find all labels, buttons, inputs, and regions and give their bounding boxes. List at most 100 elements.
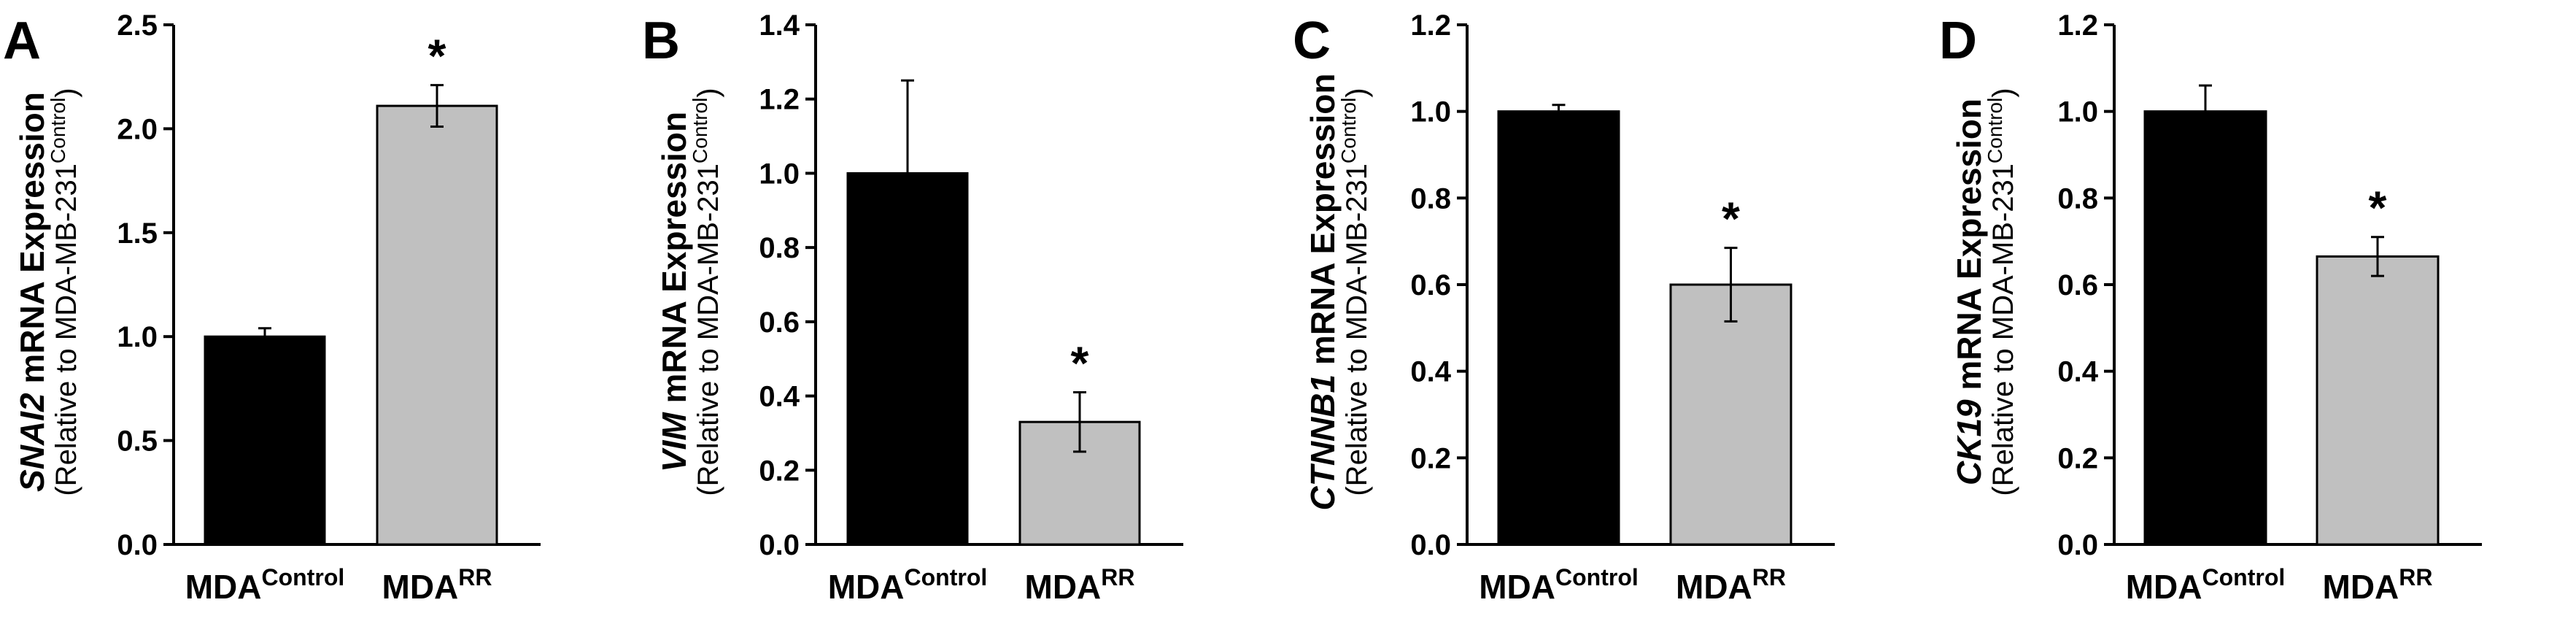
y-tick-label: 0.0 bbox=[759, 529, 800, 561]
y-axis-label: VIM mRNA Expression bbox=[655, 112, 693, 472]
y-tick-label: 1.2 bbox=[1410, 9, 1451, 42]
y-axis-label-gene: SNAI2 bbox=[13, 393, 51, 492]
y-axis-label-rest: mRNA Expression bbox=[1950, 99, 1988, 399]
category-label-sup: Control bbox=[262, 564, 345, 590]
y-axis-label: CTNNB1 mRNA Expression bbox=[1304, 74, 1342, 511]
y-axis-label: CK19 mRNA Expression bbox=[1950, 99, 1988, 485]
y-axis-label-rest: mRNA Expression bbox=[1304, 74, 1342, 374]
y-tick-label: 0.6 bbox=[759, 307, 800, 339]
panel-letter: C bbox=[1293, 12, 1331, 70]
y-tick-label: 0.8 bbox=[2057, 182, 2098, 215]
y-tick-label: 2.0 bbox=[117, 113, 158, 145]
y-tick-label: 0.4 bbox=[759, 381, 800, 413]
category-label-sup: RR bbox=[2399, 564, 2432, 590]
error-bar bbox=[2371, 236, 2384, 277]
error-bar bbox=[2199, 84, 2212, 139]
y-axis-sublabel: (Relative to MDA-MB-231Control) bbox=[689, 88, 725, 496]
y-tick-label: 0.4 bbox=[2057, 356, 2098, 388]
significance-marker: * bbox=[1071, 336, 1089, 389]
y-tick-label: 0.0 bbox=[117, 529, 158, 561]
y-tick-label: 0.8 bbox=[1410, 182, 1451, 215]
y-tick-label: 0.6 bbox=[2057, 269, 2098, 301]
y-axis-sublabel-close: ) bbox=[1987, 88, 2019, 97]
y-axis-label-rest: mRNA Expression bbox=[13, 92, 51, 393]
category-label-sup: RR bbox=[1101, 564, 1134, 590]
y-tick-label: 0.2 bbox=[759, 455, 800, 487]
y-tick-label: 0.2 bbox=[2057, 442, 2098, 474]
panel-c: C0.00.20.40.60.81.01.2MDAControl*MDARRCT… bbox=[1293, 9, 1835, 606]
y-axis-sublabel: (Relative to MDA-MB-231Control) bbox=[1984, 88, 2020, 496]
category-label-base: MDA bbox=[828, 568, 905, 606]
category-label-sup: Control bbox=[2202, 564, 2286, 590]
y-axis-label-rest: mRNA Expression bbox=[655, 112, 693, 412]
y-axis-sublabel-close: ) bbox=[50, 88, 82, 97]
y-tick-label: 1.5 bbox=[117, 217, 158, 250]
significance-marker: * bbox=[428, 30, 446, 82]
category-label-sup: RR bbox=[1752, 564, 1786, 590]
y-tick-label: 1.0 bbox=[759, 158, 800, 190]
y-axis-label-gene: CTNNB1 bbox=[1304, 374, 1342, 511]
y-tick-label: 0.0 bbox=[1410, 529, 1451, 561]
category-label-base: MDA bbox=[1676, 568, 1752, 606]
category-label-base: MDA bbox=[2126, 568, 2202, 606]
y-tick-label: 1.2 bbox=[2057, 9, 2098, 42]
y-axis-label-gene: CK19 bbox=[1950, 399, 1988, 485]
significance-marker: * bbox=[2369, 182, 2387, 234]
category-label-base: MDA bbox=[1025, 568, 1102, 606]
y-tick-label: 1.0 bbox=[1410, 96, 1451, 128]
error-bar bbox=[430, 84, 444, 128]
category-label-base: MDA bbox=[382, 568, 459, 606]
panel-d: D0.00.20.40.60.81.01.2MDAControl*MDARRCK… bbox=[1939, 9, 2482, 606]
bar-rr bbox=[2316, 255, 2440, 546]
y-axis-sublabel-text: (Relative to MDA-MB-231 bbox=[1987, 163, 2019, 496]
y-axis-sublabel-sup: Control bbox=[1984, 98, 2006, 163]
bar-control bbox=[204, 335, 326, 546]
category-label-base: MDA bbox=[2323, 568, 2399, 606]
panel-a: A0.00.51.01.52.02.5MDAControl*MDARRSNAI2… bbox=[3, 9, 541, 606]
y-axis-sublabel-text: (Relative to MDA-MB-231 bbox=[1341, 163, 1373, 496]
category-label-base: MDA bbox=[185, 568, 262, 606]
category-label-sup: Control bbox=[905, 564, 988, 590]
category-label-base: MDA bbox=[1479, 568, 1555, 606]
error-bar bbox=[258, 327, 271, 347]
panel-letter: A bbox=[3, 12, 41, 70]
y-axis-sublabel-sup: Control bbox=[689, 98, 711, 163]
y-axis-sublabel: (Relative to MDA-MB-231Control) bbox=[47, 88, 83, 496]
category-label-sup: Control bbox=[1555, 564, 1639, 590]
category-label: MDAControl bbox=[1479, 564, 1639, 606]
y-tick-label: 0.6 bbox=[1410, 269, 1451, 301]
y-tick-label: 0.5 bbox=[117, 425, 158, 458]
y-axis-label-gene: VIM bbox=[655, 412, 693, 472]
y-tick-label: 1.0 bbox=[2057, 96, 2098, 128]
category-label: MDAControl bbox=[828, 564, 988, 606]
panel-letter: B bbox=[642, 12, 680, 70]
y-tick-label: 1.4 bbox=[759, 9, 800, 42]
category-label-sup: RR bbox=[458, 564, 492, 590]
category-label: MDAControl bbox=[2126, 564, 2286, 606]
category-label: MDARR bbox=[1025, 564, 1135, 606]
category-label: MDAControl bbox=[185, 564, 345, 606]
error-bar bbox=[1073, 390, 1086, 453]
y-axis-sublabel: (Relative to MDA-MB-231Control) bbox=[1337, 88, 1374, 496]
panel-letter: D bbox=[1939, 12, 1977, 70]
y-tick-label: 0.2 bbox=[1410, 442, 1451, 474]
significance-marker: * bbox=[1722, 193, 1740, 245]
panel-b: B0.00.20.40.60.81.01.21.4MDAControl*MDAR… bbox=[642, 9, 1183, 606]
y-axis-sublabel-text: (Relative to MDA-MB-231 bbox=[50, 163, 82, 496]
y-tick-label: 0.8 bbox=[759, 232, 800, 264]
y-axis-label: SNAI2 mRNA Expression bbox=[13, 92, 51, 492]
bar-control bbox=[2143, 110, 2267, 546]
error-bar bbox=[1724, 247, 1738, 323]
y-axis-sublabel-sup: Control bbox=[1337, 98, 1360, 163]
y-axis-sublabel-sup: Control bbox=[47, 98, 69, 163]
y-axis-sublabel-close: ) bbox=[692, 88, 724, 97]
y-tick-label: 0.4 bbox=[1410, 356, 1451, 388]
y-axis-sublabel-close: ) bbox=[1341, 88, 1373, 97]
y-tick-label: 0.0 bbox=[2057, 529, 2098, 561]
error-bar bbox=[901, 79, 914, 268]
bar-rr bbox=[1669, 283, 1792, 546]
category-label: MDARR bbox=[2323, 564, 2433, 606]
error-bar bbox=[1552, 104, 1566, 120]
category-label: MDARR bbox=[382, 564, 492, 606]
